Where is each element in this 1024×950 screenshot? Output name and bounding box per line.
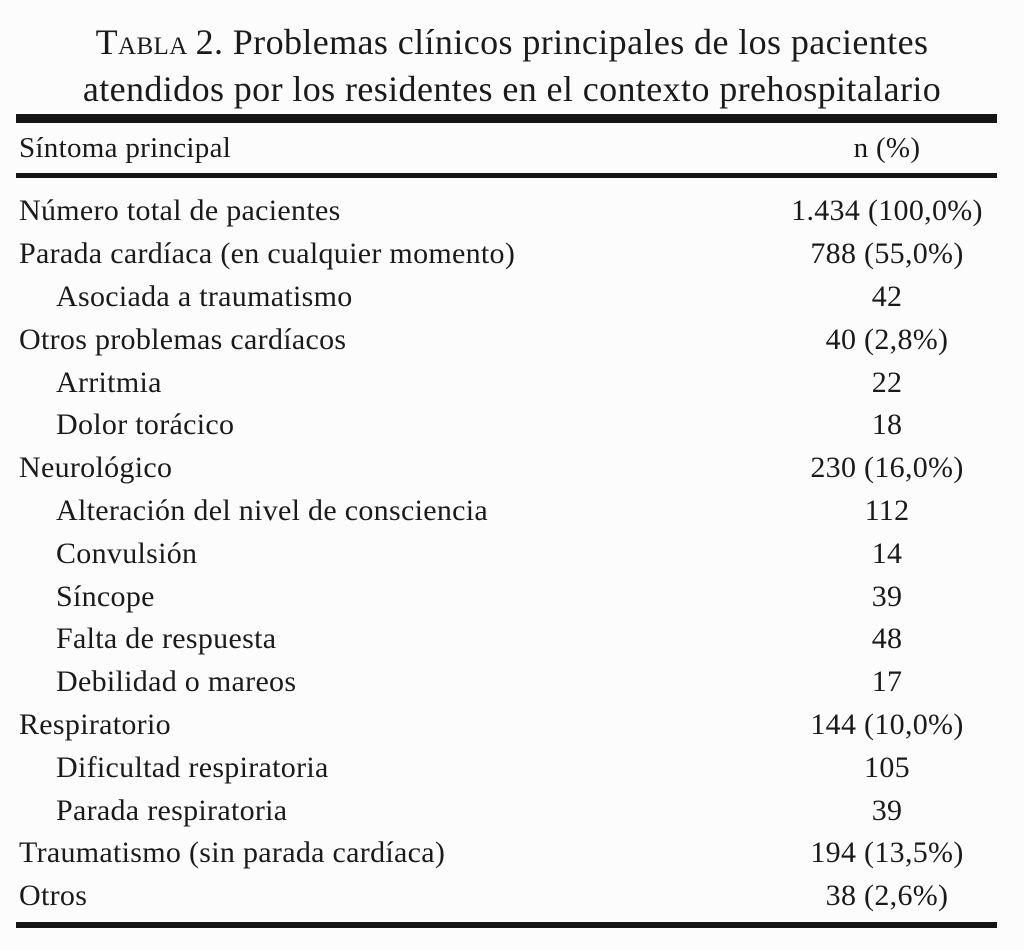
header-n-label: n (%) (853, 131, 921, 164)
table-row: Número total de pacientes 1.434 (100,0%) (0, 190, 1024, 233)
header-symptom-label: Síntoma principal (19, 131, 232, 164)
table-row: Falta de respuesta 48 (0, 618, 1024, 661)
row-label: Dificultad respiratoria (56, 750, 329, 784)
table-title: Tabla 2. Problemas clínicos principales d… (0, 19, 1024, 113)
table-header-row: Síntoma principal n (%) (0, 123, 1024, 173)
row-label: Respiratorio (19, 707, 171, 741)
table-row: Arritmia 22 (0, 361, 1024, 404)
row-value: 105 (864, 750, 910, 784)
row-label: Neurológico (19, 451, 173, 485)
row-label: Convulsión (56, 536, 198, 570)
table-row: Dolor torácico 18 (0, 404, 1024, 447)
table-title-line1: Tabla 2. Problemas clínicos principales d… (0, 19, 1024, 66)
table-row: Neurológico 230 (16,0%) (0, 447, 1024, 490)
row-value: 39 (871, 579, 903, 613)
row-value: 112 (864, 493, 910, 527)
table-row: Alteración del nivel de consciencia 112 (0, 490, 1024, 533)
row-label: Dolor torácico (56, 408, 235, 442)
row-label: Debilidad o mareos (56, 665, 297, 699)
row-value: 230 (16,0%) (810, 451, 964, 485)
row-label: Número total de pacientes (19, 194, 341, 228)
row-value: 38 (2,6%) (825, 879, 949, 913)
row-value: 39 (871, 793, 903, 827)
table-rows: Número total de pacientes 1.434 (100,0%)… (0, 178, 1024, 918)
row-label: Falta de respuesta (56, 622, 277, 656)
table-label-smallcaps: Tabla (95, 22, 188, 62)
table-title-line2: atendidos por los residentes en el conte… (82, 69, 942, 109)
table-row: Debilidad o mareos 17 (0, 661, 1024, 704)
table-row: Dificultad respiratoria 105 (0, 746, 1024, 789)
row-value: 14 (871, 536, 903, 570)
table-row: Asociada a traumatismo 42 (0, 276, 1024, 319)
table-row: Síncope 39 (0, 575, 1024, 618)
table-row: Otros problemas cardíacos 40 (2,8%) (0, 318, 1024, 361)
row-label: Arritmia (56, 365, 162, 399)
row-value: 194 (13,5%) (810, 836, 964, 870)
table-row: Traumatismo (sin parada cardíaca) 194 (1… (0, 832, 1024, 875)
bottom-rule (16, 921, 997, 928)
row-label: Parada respiratoria (56, 793, 288, 827)
row-value: 144 (10,0%) (810, 707, 964, 741)
row-value: 17 (871, 665, 903, 699)
row-label: Otros (19, 879, 88, 913)
header-rule (16, 173, 997, 178)
row-value: 788 (55,0%) (810, 237, 964, 271)
row-label: Síncope (56, 579, 155, 613)
row-label: Parada cardíaca (en cualquier momento) (19, 237, 516, 271)
table-row: Otros 38 (2,6%) (0, 875, 1024, 918)
row-value: 42 (871, 279, 903, 313)
row-value: 40 (2,8%) (825, 322, 949, 356)
row-value: 22 (871, 365, 903, 399)
top-rule (16, 114, 997, 123)
row-value: 18 (871, 408, 903, 442)
table-row: Parada cardíaca (en cualquier momento) 7… (0, 233, 1024, 276)
table-row: Parada respiratoria 39 (0, 789, 1024, 832)
table-title-line1-text: 2. Problemas clínicos principales de los… (195, 22, 929, 62)
row-value: 1.434 (100,0%) (791, 194, 983, 228)
row-label: Alteración del nivel de consciencia (56, 493, 488, 527)
row-label: Traumatismo (sin parada cardíaca) (19, 836, 446, 870)
table-row: Convulsión 14 (0, 532, 1024, 575)
row-value: 48 (871, 622, 903, 656)
table-row: Respiratorio 144 (10,0%) (0, 704, 1024, 747)
row-label: Otros problemas cardíacos (19, 322, 347, 356)
row-label: Asociada a traumatismo (56, 279, 353, 313)
